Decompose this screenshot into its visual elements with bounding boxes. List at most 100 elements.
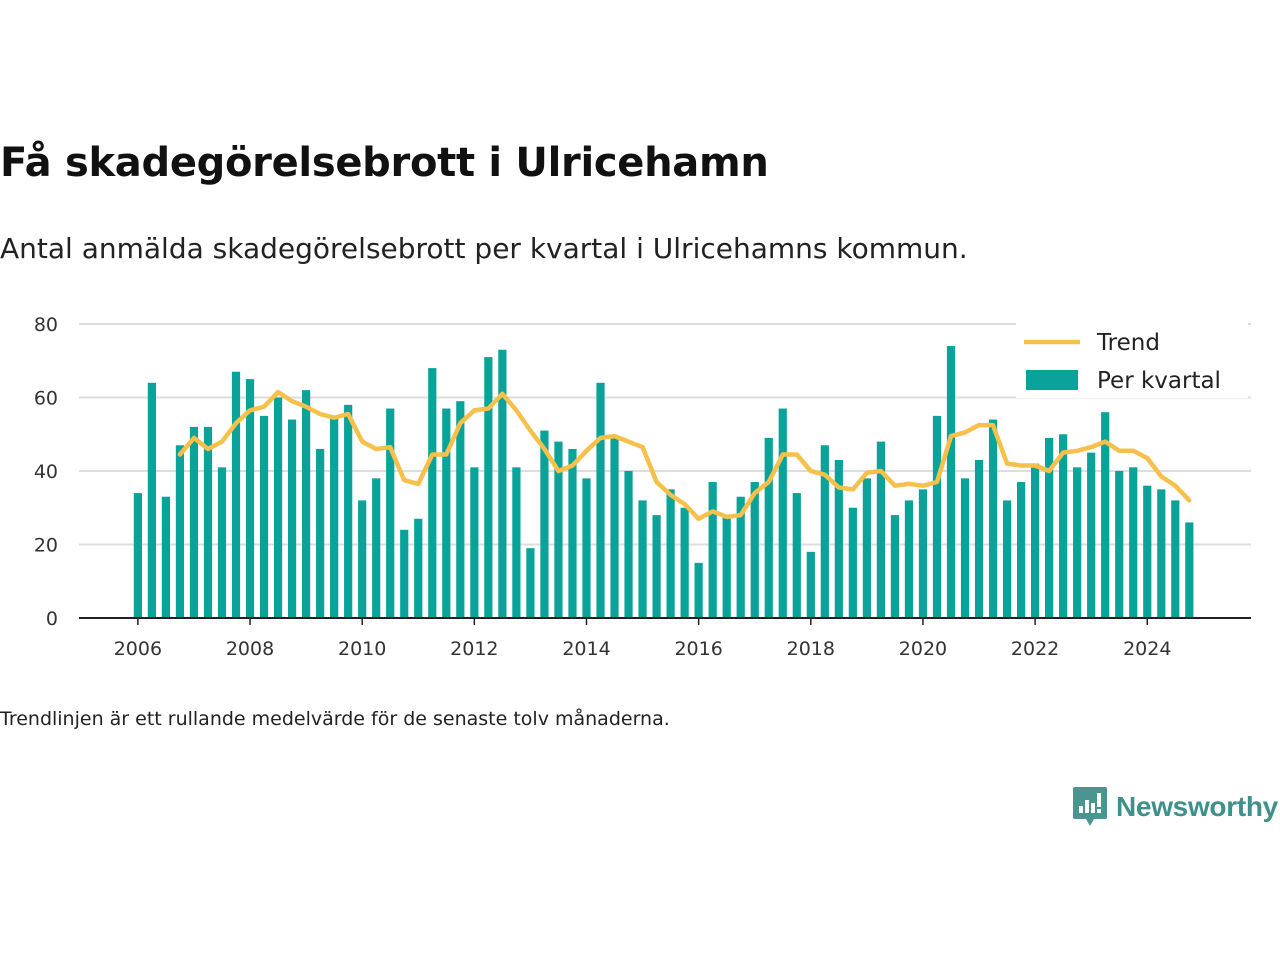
bar xyxy=(189,426,199,618)
bar xyxy=(456,401,465,618)
bar xyxy=(498,349,507,618)
legend: Trend Per kvartal xyxy=(1016,322,1248,398)
bar xyxy=(400,529,409,618)
newsworthy-logo-icon xyxy=(1073,787,1107,826)
y-tick-label: 60 xyxy=(34,388,58,410)
x-tick-label: 2012 xyxy=(450,638,498,660)
x-tick-label: 2022 xyxy=(1011,638,1059,660)
x-tick-label: 2024 xyxy=(1123,638,1171,660)
bar xyxy=(1129,467,1138,618)
bar xyxy=(358,500,367,618)
bar xyxy=(203,426,213,618)
bar xyxy=(974,459,984,618)
bar xyxy=(442,408,451,618)
bar xyxy=(722,515,731,618)
bar xyxy=(1101,412,1110,618)
bar xyxy=(904,500,914,618)
bar-series xyxy=(133,346,1194,618)
bar xyxy=(1087,452,1096,618)
bar xyxy=(666,489,675,618)
bar xyxy=(1059,434,1068,618)
bar xyxy=(834,459,843,618)
x-tick-label: 2008 xyxy=(226,638,274,660)
bar xyxy=(330,415,339,618)
bar xyxy=(1185,522,1194,618)
bar xyxy=(386,408,395,618)
legend-bar-label: Per kvartal xyxy=(1097,368,1221,394)
bar xyxy=(946,346,956,618)
bar xyxy=(287,419,297,618)
bar xyxy=(932,415,942,618)
bar xyxy=(259,415,269,618)
bar xyxy=(820,445,829,618)
bar xyxy=(1016,482,1026,618)
x-tick-label: 2014 xyxy=(562,638,610,660)
bar xyxy=(568,448,577,618)
bar xyxy=(1157,489,1166,618)
bar xyxy=(778,408,787,618)
bar xyxy=(133,493,142,618)
x-tick-label: 2010 xyxy=(338,638,386,660)
y-tick-label: 80 xyxy=(34,314,58,336)
brand-name: Newsworthy xyxy=(1116,791,1278,822)
bar xyxy=(890,515,900,618)
brand: Newsworthy xyxy=(1072,786,1278,828)
bar xyxy=(806,551,815,618)
x-tick-label: 2018 xyxy=(787,638,835,660)
bar xyxy=(960,478,970,618)
bar xyxy=(540,430,549,618)
bar xyxy=(988,419,998,618)
bar xyxy=(596,382,605,618)
bar xyxy=(372,478,381,618)
bar xyxy=(708,482,717,618)
bar xyxy=(736,496,745,618)
bar xyxy=(470,467,479,618)
bar xyxy=(231,371,241,618)
bar xyxy=(624,471,633,618)
bar xyxy=(582,478,591,618)
bar xyxy=(918,489,928,618)
bar xyxy=(147,382,156,618)
bar xyxy=(764,437,773,618)
bar xyxy=(848,507,857,618)
bar xyxy=(792,493,801,618)
legend-bar-swatch xyxy=(1026,370,1078,390)
bar xyxy=(1143,485,1152,618)
bar xyxy=(652,515,661,618)
y-tick-label: 0 xyxy=(46,608,58,630)
bar xyxy=(680,507,689,618)
bar xyxy=(694,562,703,618)
bar xyxy=(1073,467,1082,618)
bar xyxy=(1115,471,1124,618)
legend-trend-label: Trend xyxy=(1096,330,1160,356)
bar xyxy=(161,496,171,618)
chart-title: Få skadegörelsebrott i Ulricehamn xyxy=(0,140,769,186)
bar xyxy=(876,441,885,618)
bar xyxy=(1045,437,1054,618)
bar xyxy=(484,357,493,618)
chart-subtitle: Antal anmälda skadegörelsebrott per kvar… xyxy=(0,232,968,265)
bar xyxy=(526,548,535,618)
x-axis-ticks: 2006 2008 2010 2012 2014 2016 2018 2020 2022 2024 xyxy=(114,618,1171,660)
bar xyxy=(302,390,311,618)
bar xyxy=(638,500,647,618)
bar xyxy=(554,441,563,618)
bar xyxy=(217,467,227,618)
footnote: Trendlinjen är ett rullande medelvärde f… xyxy=(0,708,670,730)
x-tick-label: 2020 xyxy=(899,638,947,660)
bar xyxy=(1002,500,1012,618)
bar xyxy=(414,518,423,618)
bar xyxy=(750,482,759,618)
y-tick-label: 40 xyxy=(34,461,58,483)
bar xyxy=(245,379,255,618)
bar xyxy=(175,445,185,618)
x-tick-label: 2016 xyxy=(674,638,722,660)
trend-line xyxy=(177,389,1192,522)
y-axis-ticks: 0 20 40 60 80 xyxy=(34,314,58,630)
bar xyxy=(610,437,619,618)
bar xyxy=(1171,500,1180,618)
bar xyxy=(862,478,871,618)
y-tick-label: 20 xyxy=(34,535,58,557)
bar xyxy=(344,404,353,618)
